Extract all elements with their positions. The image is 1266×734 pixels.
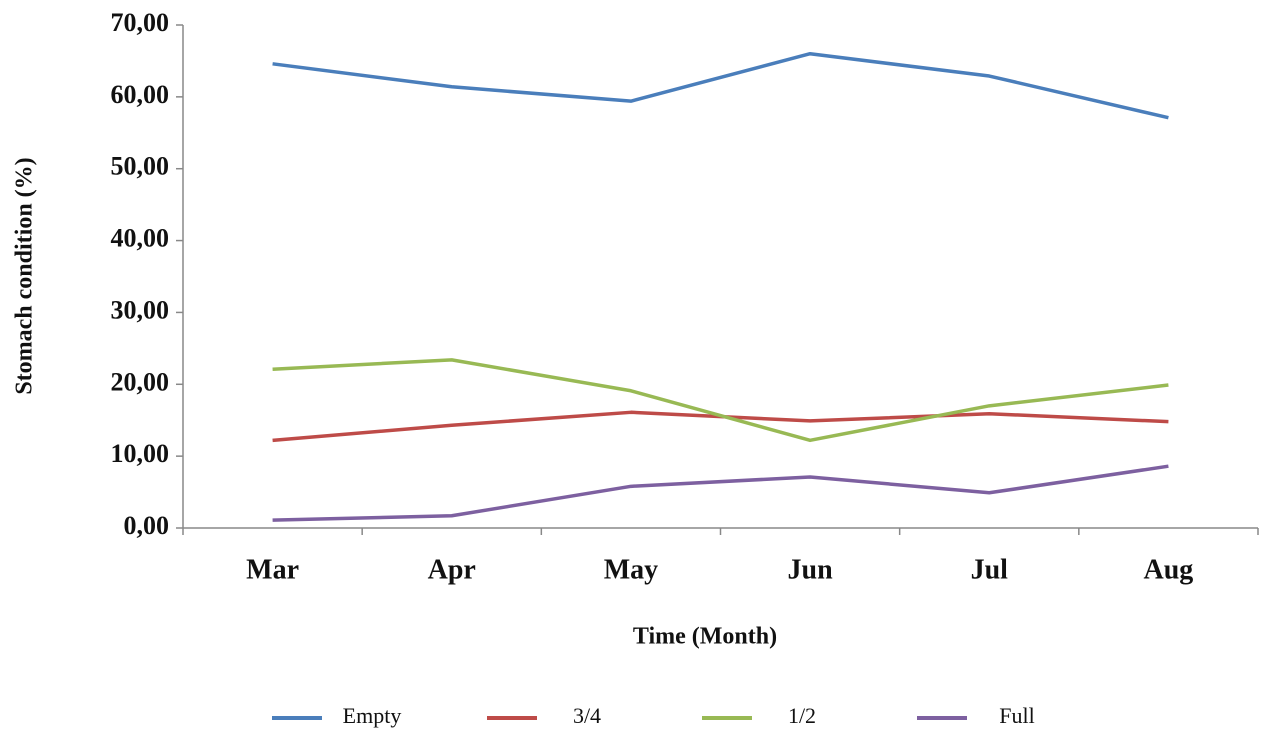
- y-tick-label: 0,00: [124, 511, 170, 540]
- series-line: [272, 51, 1169, 120]
- y-tick-label: 60,00: [111, 80, 170, 109]
- legend-label: Full: [999, 703, 1034, 728]
- x-tick-label: Jul: [971, 554, 1009, 585]
- legend-label: 1/2: [788, 703, 816, 728]
- legend-label: 3/4: [573, 703, 601, 728]
- y-tick-label: 50,00: [111, 152, 170, 181]
- x-tick-label: Mar: [246, 554, 299, 585]
- legend-label: Empty: [343, 703, 402, 728]
- series-line: [272, 358, 1169, 443]
- y-tick-label: 40,00: [111, 224, 170, 253]
- series-line: [272, 464, 1169, 522]
- y-tick-label: 10,00: [111, 439, 170, 468]
- y-tick-label: 30,00: [111, 295, 170, 324]
- x-tick-label: Jun: [788, 554, 834, 585]
- y-tick-label: 20,00: [111, 367, 170, 396]
- x-tick-label: Aug: [1144, 554, 1194, 585]
- y-tick-label: 70,00: [111, 8, 170, 37]
- x-tick-label: Apr: [428, 554, 476, 585]
- x-axis-label: Time (Month): [633, 624, 777, 650]
- y-axis-label: Stomach condition (%): [12, 157, 38, 394]
- x-tick-label: May: [604, 554, 658, 585]
